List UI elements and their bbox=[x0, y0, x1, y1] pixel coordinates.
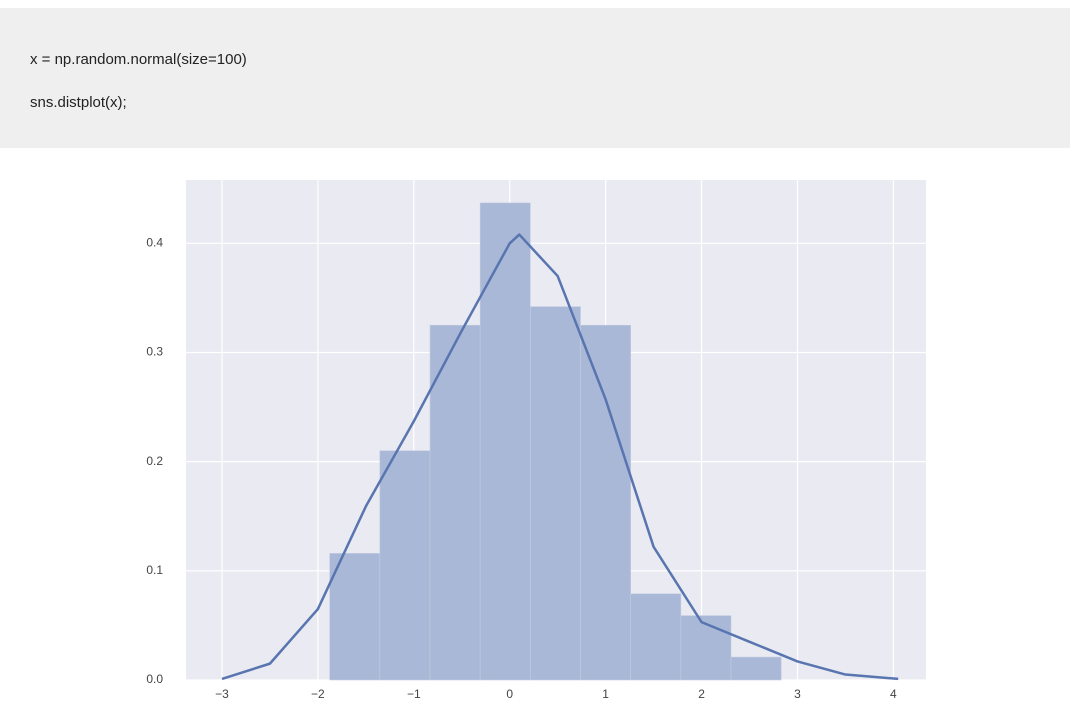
kde-line bbox=[221, 233, 899, 681]
x-tick-label: 4 bbox=[890, 687, 897, 701]
y-tick-label: 0.3 bbox=[146, 345, 163, 359]
x-tick-label: −2 bbox=[311, 687, 325, 701]
bar bbox=[379, 450, 431, 681]
bar bbox=[630, 593, 682, 681]
x-tick-label: 0 bbox=[506, 687, 513, 701]
bar bbox=[680, 615, 732, 681]
bar bbox=[329, 553, 381, 681]
x-tick-label: −3 bbox=[215, 687, 229, 701]
x-tick-label: −1 bbox=[407, 687, 421, 701]
x-tick-label: 1 bbox=[602, 687, 609, 701]
bar bbox=[429, 324, 481, 681]
code-line: x = np.random.normal(size=100) bbox=[30, 51, 247, 68]
y-tick-label: 0.2 bbox=[146, 454, 163, 468]
y-tick-label: 0.0 bbox=[146, 672, 163, 686]
code-line: sns.distplot(x); bbox=[30, 94, 127, 111]
y-tick-label: 0.1 bbox=[146, 563, 163, 577]
y-tick-label: 0.4 bbox=[146, 235, 163, 249]
bar bbox=[530, 306, 581, 681]
code-cell: x = np.random.normal(size=100) sns.distp… bbox=[0, 8, 1070, 148]
x-tick-label: 2 bbox=[698, 687, 705, 701]
bar bbox=[479, 202, 531, 681]
bar bbox=[580, 324, 631, 681]
bar bbox=[730, 656, 782, 681]
x-tick-label: 3 bbox=[794, 687, 801, 701]
